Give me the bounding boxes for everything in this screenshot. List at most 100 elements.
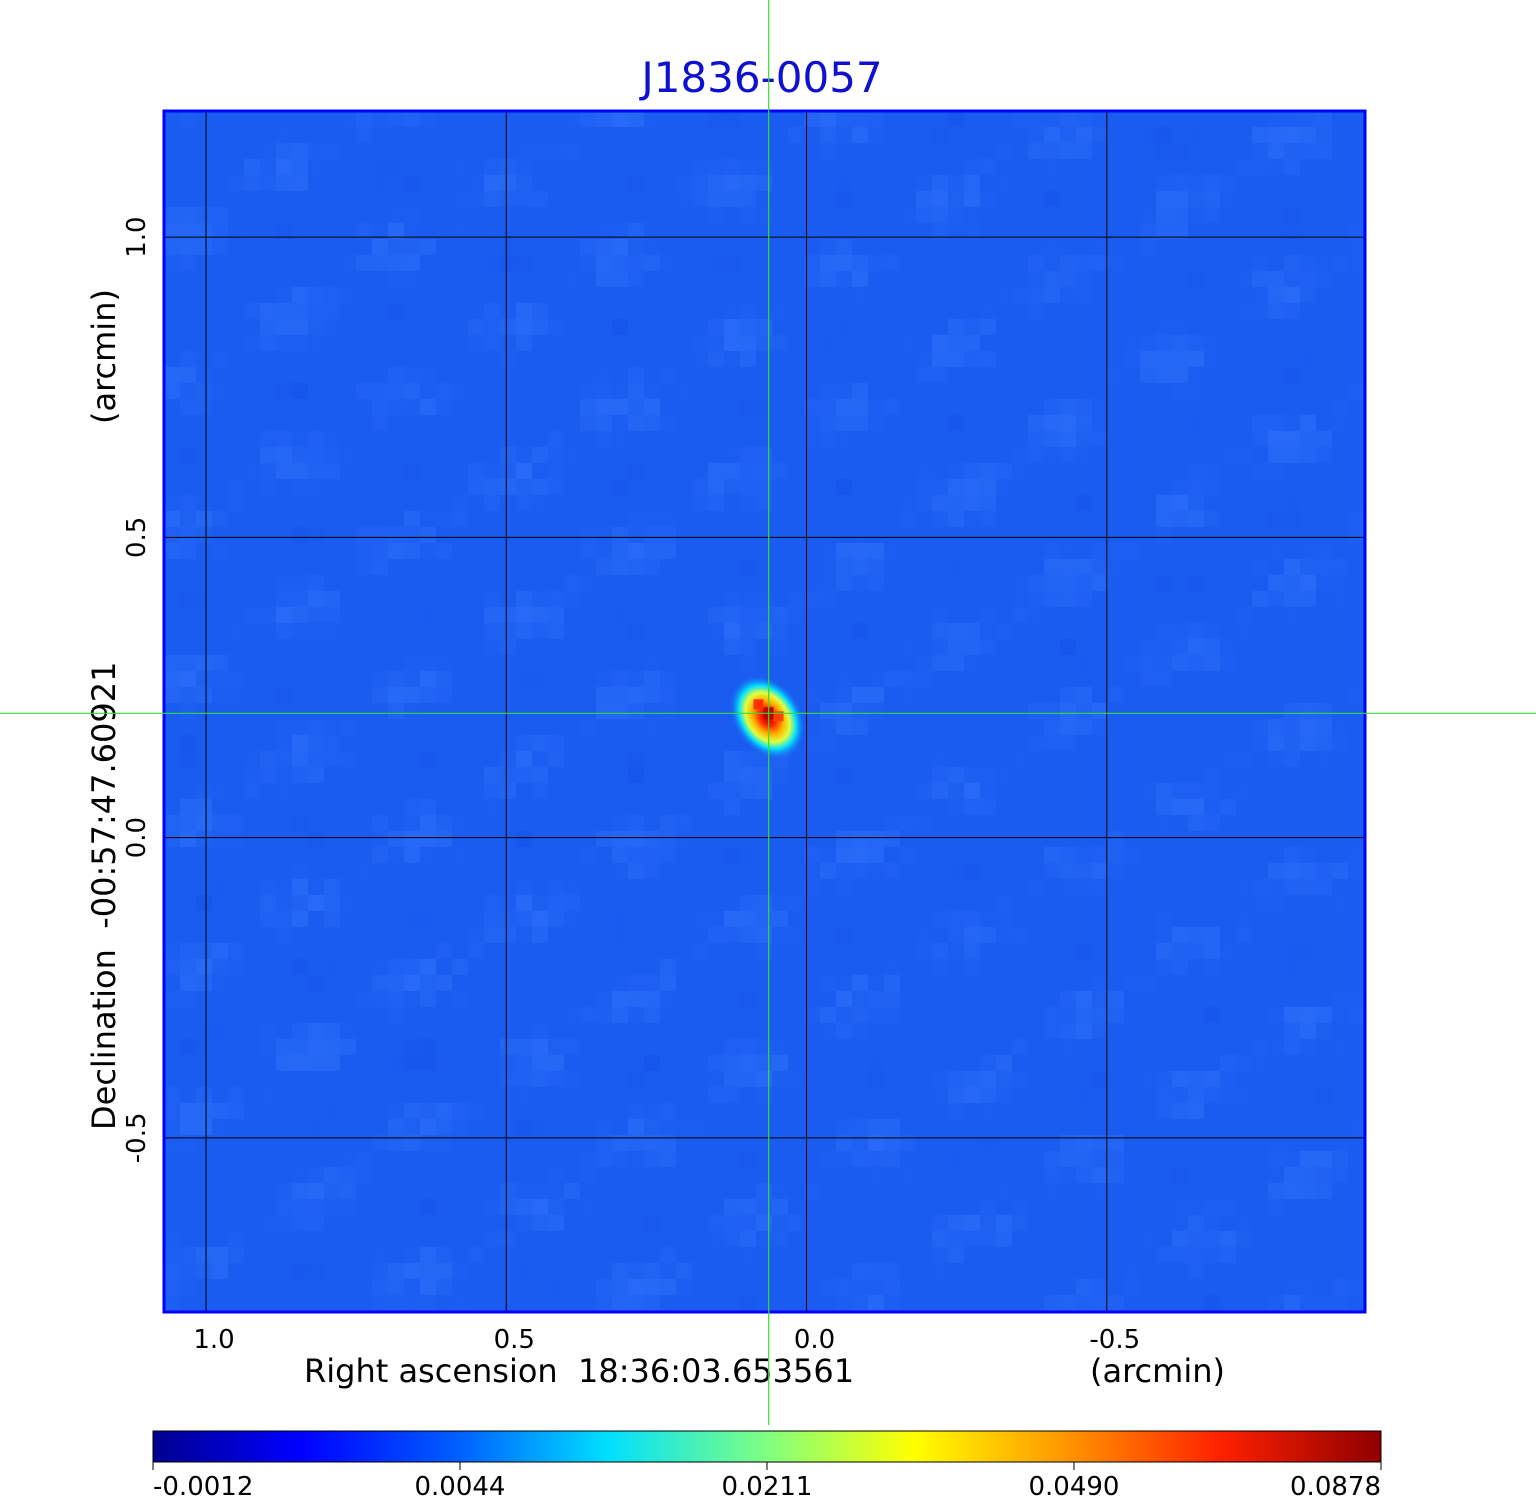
noise-cell-light [308, 1055, 324, 1071]
noise-cell-dark [756, 399, 772, 415]
noise-cell-light [580, 111, 596, 127]
noise-cell-light [740, 1247, 756, 1263]
noise-cell-light [484, 319, 500, 335]
noise-cell-light [308, 575, 324, 591]
noise-cell-light [196, 847, 212, 863]
noise-cell-light [292, 719, 308, 735]
noise-cell-light [868, 559, 884, 575]
noise-cell-light [452, 847, 468, 863]
noise-cell-light [372, 415, 388, 431]
noise-cell-light [724, 191, 740, 207]
noise-cell-light [948, 479, 964, 495]
noise-cell-light [612, 223, 628, 239]
noise-cell-light [676, 671, 692, 687]
noise-cell-light [740, 495, 756, 511]
noise-cell-light [212, 351, 228, 367]
noise-cell-light [1028, 143, 1044, 159]
noise-cell-light [516, 175, 532, 191]
noise-cell-light [436, 1135, 452, 1151]
noise-cell-light [820, 1279, 836, 1295]
noise-cell-light [724, 1087, 740, 1103]
noise-cell-light [1028, 111, 1044, 127]
noise-cell-light [836, 431, 852, 447]
noise-cell-light [1172, 319, 1188, 335]
noise-cell-light [948, 175, 964, 191]
noise-cell-light [388, 271, 404, 287]
noise-cell-light [884, 863, 900, 879]
noise-cell-light [532, 319, 548, 335]
noise-cell-light [1332, 1151, 1348, 1167]
noise-cell-light [1220, 1247, 1236, 1263]
noise-cell-light [628, 223, 644, 239]
y-tick-label: 0.0 [122, 817, 152, 858]
noise-cell-light [1204, 511, 1220, 527]
noise-cell-light [212, 239, 228, 255]
noise-cell-light [1284, 431, 1300, 447]
noise-cell-light [164, 383, 180, 399]
noise-cell-light [164, 239, 180, 255]
noise-cell-light [452, 991, 468, 1007]
noise-cell-light [436, 639, 452, 655]
noise-cell-light [1044, 559, 1060, 575]
noise-cell-light [212, 815, 228, 831]
noise-cell-light [1316, 159, 1332, 175]
noise-cell-light [372, 959, 388, 975]
noise-cell-light [596, 1279, 612, 1295]
noise-cell-light [532, 463, 548, 479]
noise-cell-light [340, 1023, 356, 1039]
noise-cell-light [356, 1167, 372, 1183]
noise-cell-dark [1300, 351, 1316, 367]
noise-cell-light [1300, 127, 1316, 143]
noise-cell-light [964, 767, 980, 783]
noise-cell-dark [420, 1199, 436, 1215]
noise-cell-dark [836, 479, 852, 495]
noise-cell-light [932, 655, 948, 671]
noise-cell-light [1236, 879, 1252, 895]
noise-cell-light [676, 239, 692, 255]
noise-cell-light [1172, 1055, 1188, 1071]
noise-cell-light [484, 143, 500, 159]
noise-cell-light [644, 111, 660, 127]
noise-cell-light [260, 911, 276, 927]
noise-cell-light [468, 175, 484, 191]
noise-cell-light [468, 191, 484, 207]
noise-cell-light [324, 143, 340, 159]
noise-cell-light [1284, 607, 1300, 623]
noise-cell-light [724, 1071, 740, 1087]
noise-cell-light [1316, 847, 1332, 863]
noise-cell-light [308, 879, 324, 895]
noise-cell-light [164, 1119, 180, 1135]
noise-cell-light [436, 943, 452, 959]
noise-cell-dark [420, 1039, 436, 1055]
noise-cell-light [404, 959, 420, 975]
noise-cell-light [1076, 847, 1092, 863]
noise-cell-light [900, 639, 916, 655]
noise-cell-light [1188, 511, 1204, 527]
noise-cell-light [1316, 127, 1332, 143]
noise-cell-dark [628, 1071, 644, 1087]
noise-cell-light [964, 479, 980, 495]
noise-cell-light [1028, 287, 1044, 303]
noise-cell-light [404, 991, 420, 1007]
noise-cell-light [1252, 287, 1268, 303]
noise-cell-light [580, 255, 596, 271]
noise-cell-dark [628, 175, 644, 191]
noise-cell-light [1044, 1023, 1060, 1039]
noise-cell-light [564, 271, 580, 287]
noise-cell-light [1188, 367, 1204, 383]
noise-cell-light [1284, 303, 1300, 319]
noise-cell-light [996, 1087, 1012, 1103]
noise-cell-light [820, 703, 836, 719]
noise-cell-light [1300, 287, 1316, 303]
noise-cell-light [276, 735, 292, 751]
noise-cell-light [596, 543, 612, 559]
noise-cell-light [740, 1215, 756, 1231]
noise-cell-light [612, 863, 628, 879]
noise-cell-light [1252, 143, 1268, 159]
noise-cell-light [1300, 847, 1316, 863]
noise-cell-dark [404, 175, 420, 191]
noise-cell-light [180, 943, 196, 959]
noise-cell-light [644, 1103, 660, 1119]
noise-cell-light [820, 1151, 836, 1167]
noise-cell-dark [708, 111, 724, 127]
